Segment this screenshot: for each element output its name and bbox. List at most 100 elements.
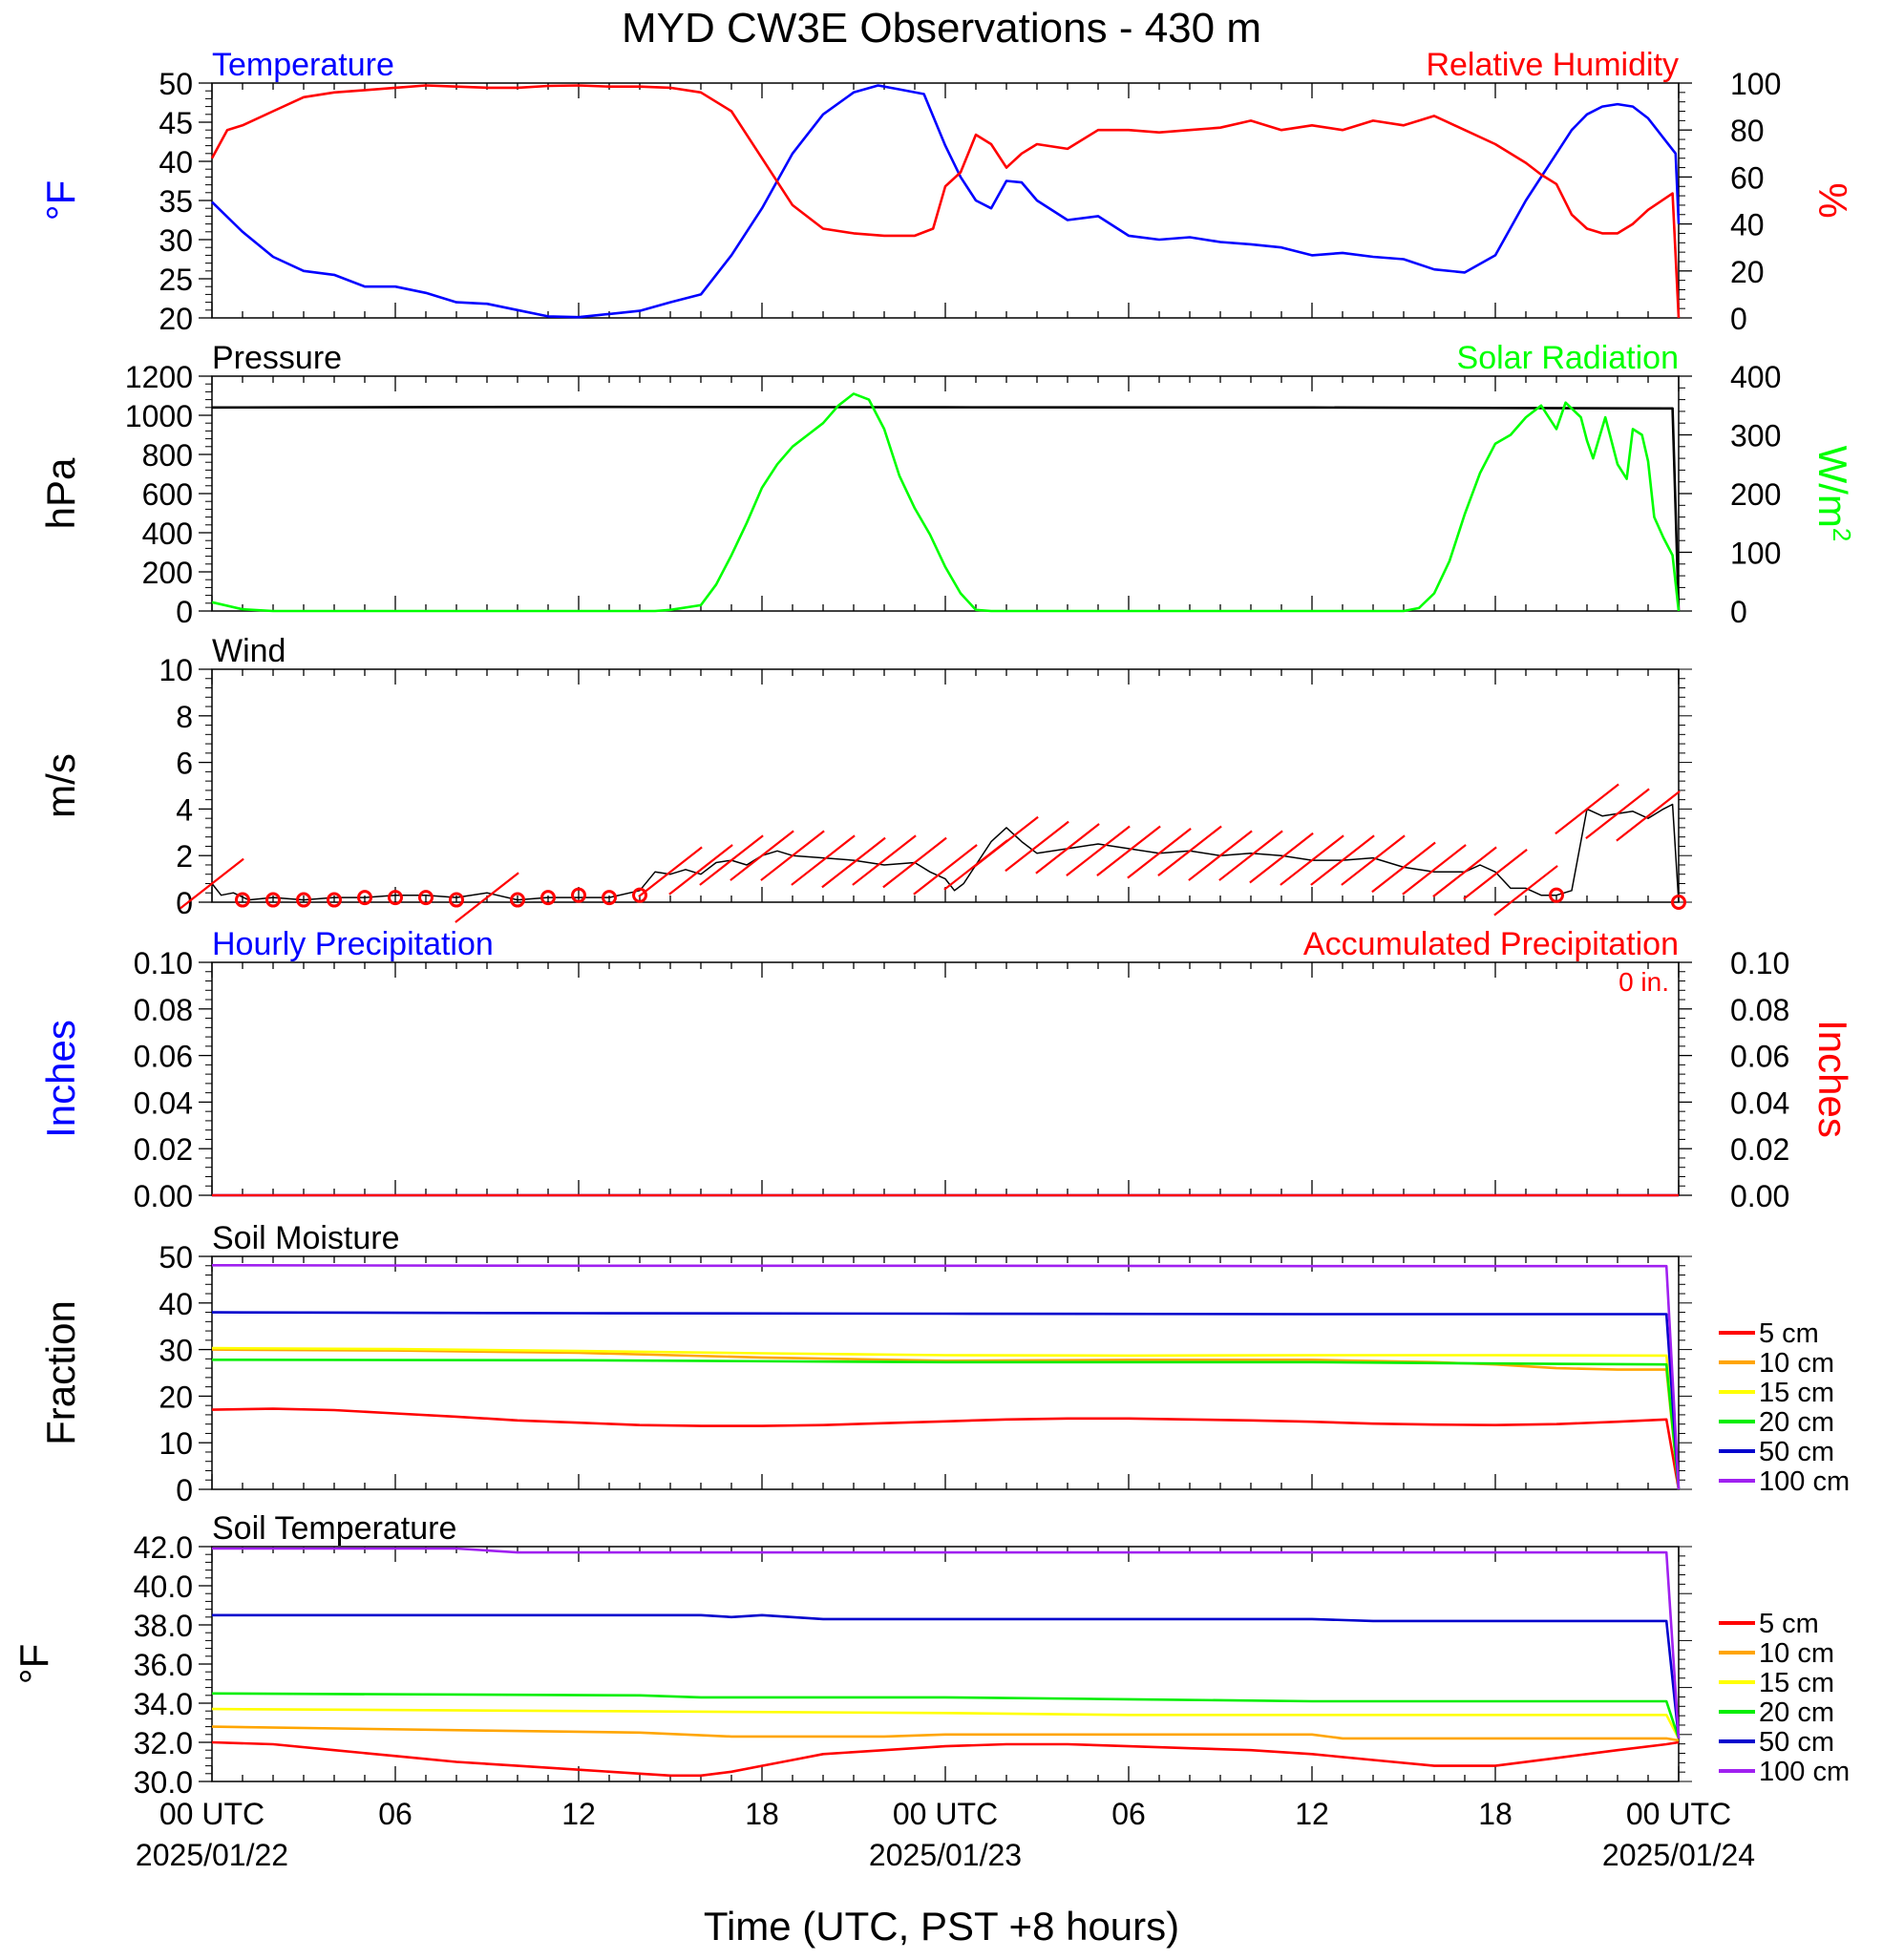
x-tick-date-label: 2025/01/22: [136, 1838, 288, 1872]
series-line-soil_100: [212, 1547, 1681, 1739]
series-line-soil_10: [211, 1725, 1680, 1742]
y-left-axis-title: m/s: [38, 753, 83, 818]
y-right-tick-label: 0: [1730, 595, 1747, 629]
panel-title-left: Soil Temperature: [212, 1510, 456, 1547]
y-left-tick-label: 0.04: [134, 1085, 193, 1120]
wind-calm-marker: [540, 890, 556, 906]
series-line-soil_10: [211, 1348, 1681, 1490]
plot-frame: [211, 1255, 1680, 1490]
wind-barb: [638, 846, 703, 898]
y-right-axis-title: Inches: [1810, 1020, 1855, 1138]
y-right-tick-label: 0.02: [1730, 1132, 1789, 1167]
y-left-tick-label: 30: [159, 223, 193, 258]
y-right-axis-title: %: [1810, 182, 1855, 218]
y-left-tick-label: 1200: [125, 360, 193, 394]
series-line-soil_50: [212, 1613, 1681, 1739]
series-line-soil_20: [211, 1359, 1681, 1490]
wind-barb: [180, 857, 244, 910]
wind-barb: [1371, 841, 1436, 894]
wind-barb: [730, 830, 794, 881]
wind-barb: [852, 834, 917, 886]
y-left-tick-label: 20: [159, 1380, 193, 1414]
y-left-tick-label: 600: [142, 477, 193, 512]
x-axis-label: Time (UTC, PST +8 hours): [704, 1904, 1179, 1949]
x-tick-label: 12: [561, 1797, 596, 1831]
y-left-tick-label: 0.10: [134, 946, 193, 980]
wind-calm-marker: [357, 890, 372, 906]
wind-barb: [1310, 834, 1375, 886]
wind-barb: [699, 834, 764, 886]
plot-frame: [211, 961, 1680, 1196]
y-left-tick-label: 0.08: [134, 993, 193, 1027]
y-left-tick-label: 40: [159, 1287, 193, 1321]
wind-barb: [1188, 830, 1253, 881]
legend-entry: 20 cm: [1759, 1407, 1834, 1438]
y-left-axis-title: Fraction: [38, 1300, 83, 1445]
wind-calm-marker: [296, 892, 311, 908]
y-left-tick-label: 38.0: [134, 1609, 193, 1643]
y-left-tick-label: 10: [159, 1426, 193, 1461]
wind-barb: [1432, 846, 1497, 898]
wind-calm-marker: [418, 890, 434, 906]
y-right-tick-label: 0.04: [1730, 1085, 1789, 1120]
wind-calm-marker: [265, 892, 281, 908]
y-left-tick-label: 2: [176, 839, 193, 874]
legend-entry: 5 cm: [1759, 1318, 1819, 1349]
y-left-axis-title: °F: [11, 1644, 56, 1684]
y-left-tick-label: 30: [159, 1334, 193, 1368]
x-tick-label: 00 UTC: [893, 1797, 998, 1831]
series-line-soil_50: [211, 1311, 1681, 1490]
series-line-solar: [211, 392, 1681, 613]
y-left-tick-label: 8: [176, 700, 193, 734]
wind-calm-marker: [1671, 895, 1686, 910]
legend-entry: 50 cm: [1759, 1437, 1834, 1467]
wind-calm-marker: [571, 887, 586, 903]
panel-title-right: Accumulated Precipitation: [1303, 926, 1679, 962]
panel-title-left: Temperature: [212, 47, 394, 83]
x-tick-label: 18: [1478, 1797, 1513, 1831]
wind-calm-marker: [388, 890, 403, 906]
wind-barb: [1402, 844, 1467, 896]
series-line-soil_20: [211, 1692, 1681, 1739]
y-right-tick-label: 0.00: [1730, 1179, 1789, 1213]
y-left-tick-label: 35: [159, 184, 193, 219]
y-right-tick-label: 20: [1730, 255, 1765, 289]
y-right-tick-label: 0.10: [1730, 946, 1789, 980]
x-tick-label: 06: [378, 1797, 413, 1831]
y-left-axis-title: Inches: [38, 1020, 83, 1138]
y-right-tick-label: 100: [1730, 67, 1781, 101]
wind-calm-marker: [1549, 887, 1564, 903]
wind-barb: [1555, 783, 1619, 835]
wind-barb: [1249, 832, 1314, 884]
wind-barb: [1066, 825, 1131, 877]
panel-title-right: Solar Radiation: [1457, 340, 1679, 376]
wind-barb: [974, 815, 1039, 868]
wind-barb: [1585, 788, 1650, 840]
y-right-tick-label: 80: [1730, 114, 1765, 148]
wind-calm-marker: [449, 892, 464, 908]
panel-title-right: Relative Humidity: [1426, 47, 1679, 83]
panel-wind: 0 2 4 6 8 10 Wind m/s: [38, 633, 1692, 923]
legend-entry: 5 cm: [1759, 1609, 1819, 1639]
y-right-tick-label: 0.08: [1730, 993, 1789, 1027]
y-left-tick-label: 10: [159, 653, 193, 687]
y-left-tick-label: 800: [142, 438, 193, 473]
wind-barb: [1127, 828, 1192, 879]
series-line-pressure: [211, 405, 1681, 612]
legend-entry: 20 cm: [1759, 1697, 1834, 1728]
legend-entry: 10 cm: [1759, 1348, 1834, 1379]
x-tick-label: 00 UTC: [159, 1797, 264, 1831]
wind-barb: [791, 834, 856, 886]
y-left-tick-label: 50: [159, 67, 193, 101]
wind-calm-marker: [632, 887, 647, 903]
wind-barb: [1096, 825, 1161, 877]
series-line-temperature: [211, 84, 1681, 319]
legend-entry: 100 cm: [1759, 1466, 1850, 1497]
y-left-tick-label: 0.06: [134, 1040, 193, 1074]
plot-frame: [211, 82, 1680, 319]
y-left-tick-label: 20: [159, 302, 193, 336]
series-line-soil_15: [211, 1707, 1681, 1739]
y-left-tick-label: 40.0: [134, 1570, 193, 1604]
y-right-tick-label: 200: [1730, 477, 1781, 512]
x-tick-label: 18: [745, 1797, 779, 1831]
